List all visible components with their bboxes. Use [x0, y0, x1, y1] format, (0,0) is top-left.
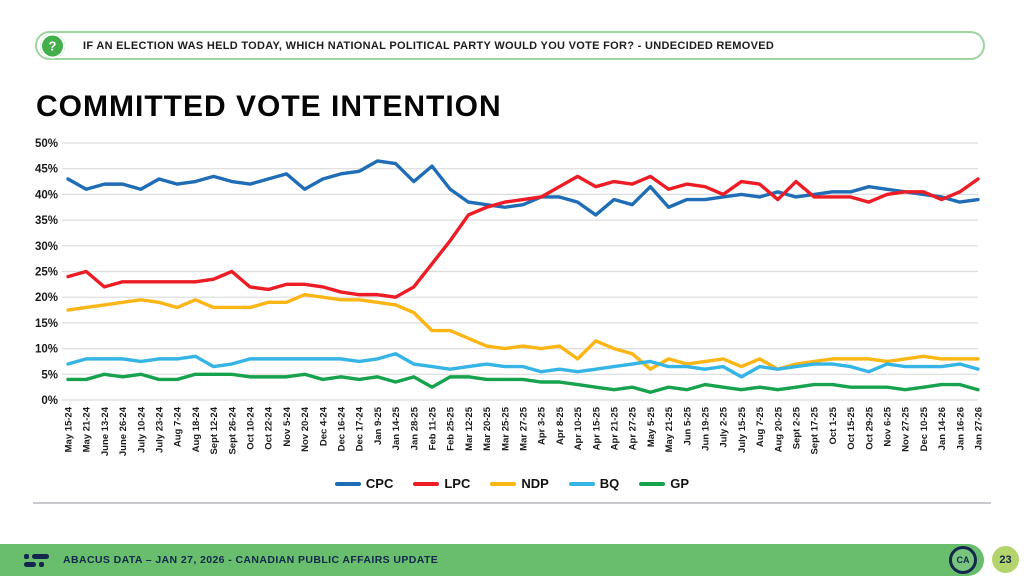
x-axis-tick-label: June 26-24	[118, 406, 129, 456]
y-axis-tick-label: 5%	[41, 369, 58, 381]
x-axis-tick-label: Nov 27-25	[901, 406, 912, 452]
x-axis-tick-label: Nov 6-25	[883, 406, 894, 446]
x-axis-tick-label: Jan 14-26	[937, 407, 948, 450]
x-axis-tick-label: July 15-25	[737, 406, 748, 453]
x-axis-tick-label: Apr 8-25	[555, 406, 566, 445]
abacus-data-logo	[24, 553, 49, 567]
x-axis-tick-label: Apr 27-25	[628, 406, 639, 450]
x-axis-tick-label: Sept 26-24	[227, 406, 238, 454]
x-axis-tick-label: Dec 16-24	[337, 406, 348, 451]
question-banner: ? IF AN ELECTION WAS HELD TODAY, WHICH N…	[35, 31, 985, 60]
x-axis-tick-label: May 21-24	[82, 406, 93, 452]
question-mark-icon: ?	[40, 33, 65, 58]
x-axis-tick-label: Dec 17-24	[355, 406, 366, 451]
x-axis-tick-label: July 10-24	[136, 406, 147, 453]
x-axis-tick-label: May 15-24	[64, 406, 75, 452]
vote-intention-line-chart: 0% 5% 10% 15% 20% 25% 30% 35% 40% 45% 50% May 15-24…	[35, 138, 985, 456]
series-line-ndp	[66, 292, 980, 371]
footer-text: ABACUS DATA – JAN 27, 2026 - CANADIAN PU…	[63, 554, 439, 566]
x-axis-tick-label: Dec 4-24	[318, 406, 329, 446]
x-axis-tick-label: June 13-24	[100, 406, 111, 456]
question-text: IF AN ELECTION WAS HELD TODAY, WHICH NAT…	[83, 39, 775, 52]
x-axis-tick-label: Jan 28-25	[409, 406, 420, 450]
divider-line	[33, 502, 991, 504]
legend-label: CPC	[365, 476, 394, 491]
y-axis-tick-label: 50%	[35, 138, 58, 150]
page-number-badge: 23	[992, 546, 1019, 573]
x-axis-tick-label: Oct 1-25	[828, 406, 839, 444]
legend-label: BQ	[599, 476, 620, 491]
x-axis-tick-label: Feb 11-25	[428, 406, 439, 450]
legend-label: LPC	[444, 476, 471, 491]
x-axis-tick-label: Apr 3-25	[537, 406, 548, 445]
x-axis-tick-label: Oct 29-25	[864, 406, 875, 449]
legend-swatch-cpc-icon	[334, 481, 361, 486]
x-axis-tick-label: Jan 14-25	[391, 406, 402, 450]
y-axis-tick-label: 0%	[41, 395, 58, 407]
x-axis-tick-label: Oct 15-25	[846, 406, 857, 449]
footer-bar: ABACUS DATA – JAN 27, 2026 - CANADIAN PU…	[0, 544, 984, 576]
y-axis-tick-label: 10%	[35, 344, 58, 356]
x-axis-tick-label: May 21-25	[664, 406, 675, 452]
x-axis-tick-label: Jan 16-26	[955, 407, 966, 450]
legend-label: NDP	[521, 476, 549, 491]
page-title: COMMITTED VOTE INTENTION	[36, 90, 502, 123]
x-axis-tick-label: Jun 19-25	[701, 406, 712, 451]
legend-item-ndp: NDP	[490, 476, 549, 491]
y-axis-tick-label: 45%	[35, 164, 58, 176]
x-axis-tick-label: Mar 27-25	[519, 406, 530, 451]
series-line-gp	[66, 372, 980, 394]
y-axis-tick-label: 40%	[35, 189, 58, 201]
x-axis-tick-label: Apr 10-25	[573, 406, 584, 450]
x-axis-tick-label: Aug 7-25	[755, 406, 766, 447]
x-axis-tick-label: Apr 15-25	[591, 406, 602, 450]
x-axis-tick-label: Feb 25-25	[446, 406, 457, 451]
legend-item-gp: GP	[639, 476, 689, 491]
chart-legend: CPC LPC NDP BQ GP	[0, 476, 1024, 491]
x-axis-tick-label: Aug 20-25	[773, 406, 784, 452]
x-axis-tick-label: Mar 25-25	[500, 406, 511, 451]
legend-swatch-bq-icon	[568, 481, 595, 486]
x-axis-tick-label: Mar 20-25	[482, 406, 493, 451]
legend-item-cpc: CPC	[334, 476, 394, 491]
series-line-cpc	[66, 159, 980, 217]
x-axis-tick-label: Dec 10-25	[919, 406, 930, 451]
y-axis-tick-label: 20%	[35, 292, 58, 304]
x-axis-tick-label: Aug 7-24	[173, 406, 184, 447]
x-axis-tick-label: Nov 5-24	[282, 406, 293, 446]
x-axis-tick-label: Aug 18-24	[191, 406, 202, 452]
y-axis-tick-label: 30%	[35, 241, 58, 253]
x-axis-tick-label: Oct 22-24	[264, 406, 275, 449]
x-axis-tick-label: Nov 20-24	[300, 406, 311, 452]
x-axis-tick-label: Jan 9-25	[373, 406, 384, 445]
legend-swatch-gp-icon	[639, 481, 666, 486]
legend-swatch-lpc-icon	[413, 481, 440, 486]
x-axis-tick-label: Oct 10-24	[246, 406, 257, 449]
x-axis-tick-label: July 2-25	[719, 406, 730, 447]
series-line-bq	[66, 352, 980, 379]
x-axis-tick-label: Sept 12-24	[209, 406, 220, 454]
legend-item-lpc: LPC	[413, 476, 470, 491]
legend-item-bq: BQ	[568, 476, 620, 491]
ca-circle-logo: CA	[949, 546, 977, 574]
legend-label: GP	[670, 476, 690, 491]
x-axis-tick-label: July 23-24	[155, 406, 166, 453]
y-axis-tick-label: 25%	[35, 267, 58, 279]
x-axis-tick-label: May 5-25	[646, 406, 657, 447]
x-axis-tick-label: Mar 12-25	[464, 406, 475, 451]
x-axis-tick-label: Sept 2-25	[792, 406, 803, 449]
y-axis-tick-label: 35%	[35, 215, 58, 227]
x-axis-tick-label: Apr 21-25	[610, 406, 621, 450]
x-axis-tick-label: Jan 27-26	[974, 407, 985, 450]
x-axis-tick-label: Sept 17-25	[810, 406, 821, 454]
legend-swatch-ndp-icon	[490, 481, 517, 486]
y-axis-tick-label: 15%	[35, 318, 58, 330]
series-line-lpc	[66, 174, 980, 299]
x-axis-tick-label: Jun 5-25	[682, 406, 693, 445]
